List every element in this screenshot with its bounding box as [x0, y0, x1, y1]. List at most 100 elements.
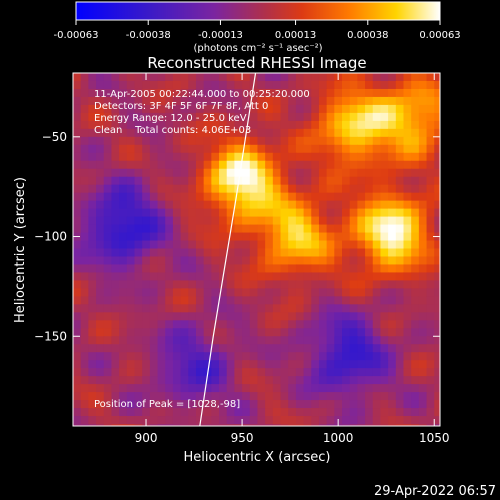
heatmap-cell	[411, 376, 420, 385]
heatmap-cell	[88, 304, 97, 313]
heatmap-cell	[349, 384, 358, 393]
heatmap-cell	[149, 384, 159, 393]
heatmap-cell	[342, 408, 351, 417]
heatmap-cell	[103, 208, 113, 218]
heatmap-cell	[80, 128, 89, 138]
heatmap-cell	[318, 168, 328, 178]
heatmap-cell	[311, 136, 320, 146]
heatmap-cell	[311, 144, 320, 154]
heatmap-cell	[211, 224, 220, 234]
heatmap-cell	[372, 384, 382, 393]
heatmap-cell	[211, 408, 220, 417]
heatmap-cell	[134, 392, 143, 401]
heatmap-cell	[226, 408, 236, 417]
heatmap-cell	[80, 136, 89, 146]
x-axis-label: Heliocentric X (arcsec)	[184, 450, 331, 465]
heatmap-cell	[88, 88, 97, 98]
heatmap-cell	[257, 296, 266, 305]
heatmap-cell	[188, 232, 197, 242]
heatmap-cell	[242, 320, 251, 329]
heatmap-cell	[357, 160, 366, 170]
heatmap-cell	[134, 73, 143, 82]
heatmap-cell	[372, 344, 382, 353]
heatmap-cell	[403, 312, 412, 321]
heatmap-cell	[380, 368, 389, 377]
heatmap-cell	[149, 264, 159, 274]
heatmap-cell	[434, 112, 440, 122]
heatmap-cell	[426, 256, 435, 266]
heatmap-cell	[219, 344, 228, 353]
heatmap-cell	[395, 328, 405, 337]
heatmap-cell	[88, 216, 97, 226]
annotation-detectors: Detectors: 3F 4F 5F 6F 7F 8F, Att 0	[94, 101, 268, 112]
heatmap-cell	[165, 168, 174, 178]
heatmap-cell	[411, 296, 420, 305]
heatmap-cell	[372, 392, 382, 401]
heatmap-cell	[73, 216, 82, 226]
heatmap-cell	[142, 216, 151, 226]
heatmap-cell	[388, 392, 397, 401]
heatmap-cell	[426, 376, 435, 385]
heatmap-cell	[119, 184, 128, 194]
heatmap-cell	[149, 184, 159, 194]
heatmap-cell	[103, 120, 113, 130]
heatmap-cell	[380, 272, 389, 282]
heatmap-cell	[103, 73, 113, 82]
heatmap-cell	[126, 384, 136, 393]
heatmap-cell	[395, 80, 405, 90]
heatmap-cell	[265, 384, 274, 393]
heatmap-cell	[142, 168, 151, 178]
heatmap-cell	[280, 73, 289, 82]
heatmap-cell	[188, 296, 197, 305]
heatmap-cell	[272, 368, 282, 377]
heatmap-cell	[311, 240, 320, 250]
heatmap-cell	[96, 96, 105, 106]
heatmap-cell	[403, 248, 412, 258]
heatmap-cell	[326, 160, 335, 170]
heatmap-cell	[280, 352, 289, 361]
heatmap-cell	[188, 168, 197, 178]
heatmap-cell	[157, 160, 166, 170]
heatmap-cell	[365, 392, 374, 401]
heatmap-cell	[88, 160, 97, 170]
heatmap-cell	[96, 80, 105, 90]
heatmap-cell	[349, 136, 358, 146]
heatmap-cell	[73, 264, 82, 274]
heatmap-cell	[157, 376, 166, 385]
heatmap-cell	[172, 296, 182, 305]
heatmap-cell	[188, 264, 197, 274]
heatmap-cell	[318, 256, 328, 266]
heatmap-cell	[372, 128, 382, 138]
heatmap-cell	[342, 416, 351, 425]
heatmap-cell	[88, 424, 97, 426]
heatmap-cell	[395, 216, 405, 226]
heatmap-cell	[234, 296, 243, 305]
heatmap-cell	[111, 320, 120, 329]
heatmap-cell	[311, 256, 320, 266]
heatmap-cell	[426, 392, 435, 401]
heatmap-cell	[234, 408, 243, 417]
heatmap-cell	[434, 288, 440, 297]
heatmap-cell	[295, 88, 305, 98]
colorbar-tick-label: -0.00013	[198, 30, 243, 41]
heatmap-cell	[73, 168, 82, 178]
heatmap-cell	[119, 104, 128, 114]
heatmap-cell	[73, 240, 82, 250]
heatmap-cell	[349, 368, 358, 377]
heatmap-cell	[180, 288, 189, 297]
heatmap-cell	[342, 304, 351, 313]
heatmap-cell	[249, 104, 259, 114]
heatmap-cell	[295, 384, 305, 393]
heatmap-cell	[334, 376, 343, 385]
heatmap-cell	[149, 312, 159, 321]
heatmap-cell	[188, 320, 197, 329]
heatmap-cell	[188, 304, 197, 313]
heatmap-cell	[288, 224, 297, 234]
heatmap-cell	[188, 80, 197, 90]
heatmap-cell	[265, 104, 274, 114]
heatmap-cell	[257, 264, 266, 274]
heatmap-cell	[188, 400, 197, 409]
heatmap-cell	[157, 216, 166, 226]
heatmap-cell	[372, 256, 382, 266]
heatmap-cell	[103, 264, 113, 274]
